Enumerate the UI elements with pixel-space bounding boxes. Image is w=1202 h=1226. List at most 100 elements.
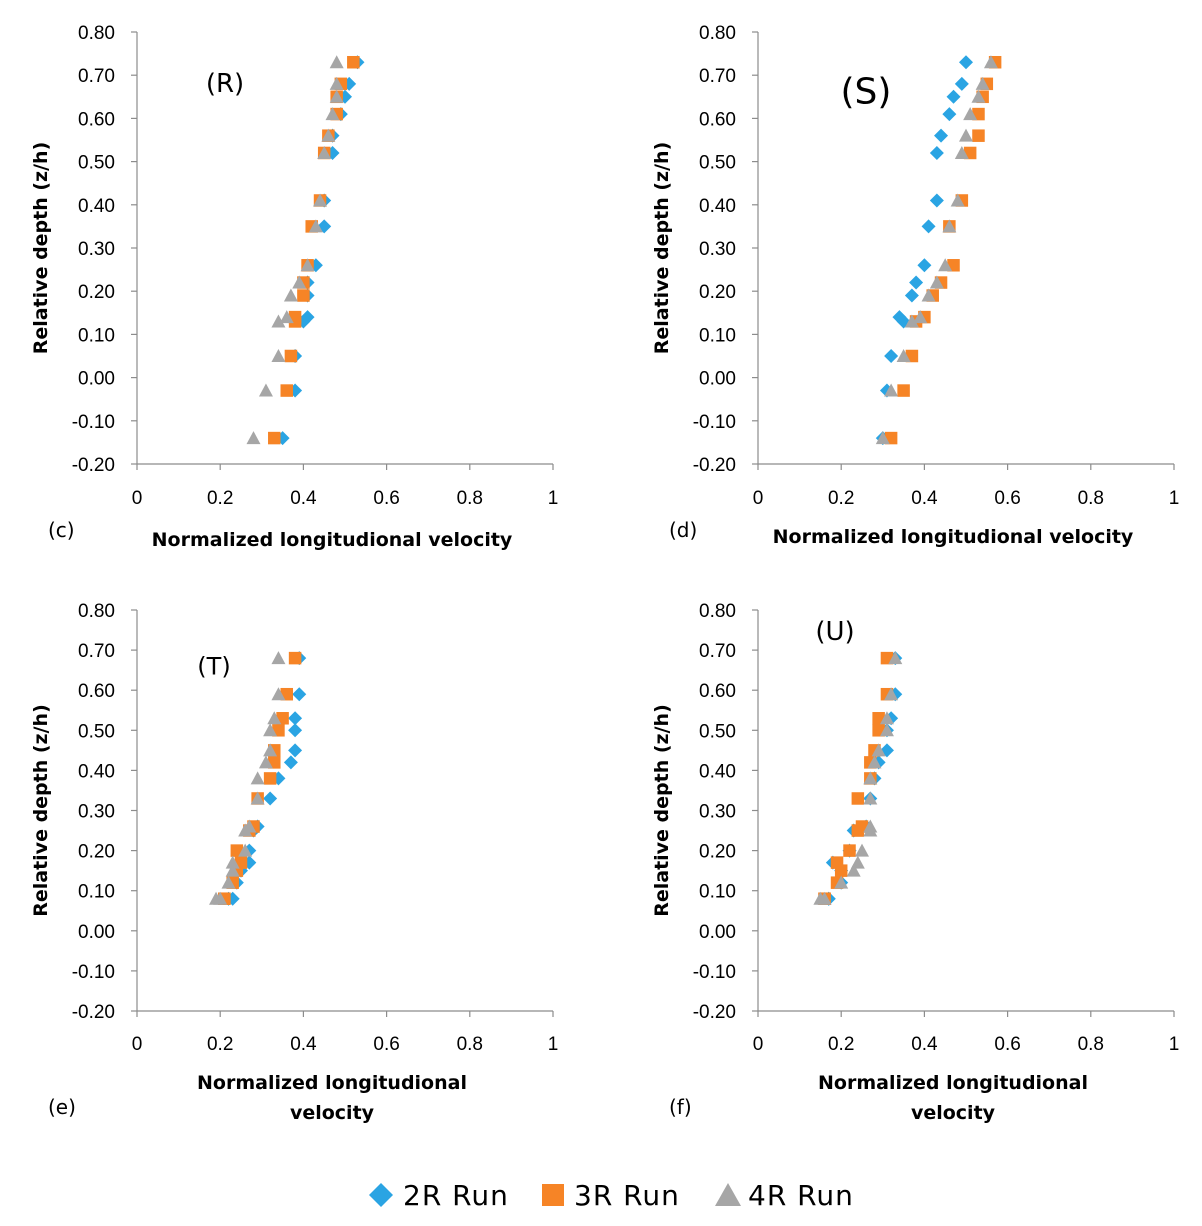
x-tick-label: 0 [753,488,764,509]
data-point [879,723,894,737]
data-point [317,145,332,159]
data-point [963,107,978,121]
data-point [288,711,303,726]
data-point [954,145,969,159]
data-point [897,384,910,397]
panel-title: (S) [841,72,892,113]
x-axis-title: Normalized longitudional [818,1072,1088,1094]
data-point [300,258,315,272]
data-point [950,193,965,207]
x-tick-label: 0 [753,1034,764,1055]
chart-panel-2: -0.20-0.100.000.100.200.300.400.500.600.… [651,23,1179,548]
panel-title: (U) [815,617,854,647]
data-point [221,875,236,889]
y-axis-title: Relative depth (z/h) [30,142,52,355]
data-point [846,863,861,877]
x-tick-label: 0.6 [994,488,1020,509]
y-tick-label: 0.10 [699,325,736,346]
data-point [921,219,936,234]
data-point [934,128,949,143]
x-tick-label: 0.2 [828,1034,854,1055]
data-point [271,687,286,701]
data-point [258,755,273,769]
data-point [959,128,973,142]
data-point [329,76,344,90]
data-point [267,711,282,725]
data-point [258,383,273,397]
data-point [292,687,307,702]
data-point [263,743,278,757]
x-tick-label: 0.4 [290,488,317,509]
y-tick-label: 0.20 [78,282,115,303]
data-point [263,791,278,806]
x-tick-label: 0.8 [1078,488,1104,509]
data-point [834,875,849,889]
y-tick-label: 0.70 [699,641,736,662]
y-axis-title: Relative depth (z/h) [651,142,673,355]
data-point [250,791,265,805]
data-point [271,314,286,328]
x-tick-label: 0.4 [290,1034,317,1055]
chart-panel-3: -0.20-0.100.000.100.200.300.400.500.600.… [30,601,558,1124]
data-point [855,843,869,857]
y-tick-label: -0.10 [72,412,115,433]
y-tick-label: 0.50 [78,721,115,742]
data-point [875,431,890,445]
data-point [308,219,323,233]
panel-title: (R) [206,69,244,99]
data-point [238,823,253,837]
legend-marker [715,1183,741,1206]
data-point [863,791,878,805]
y-tick-label: 0.40 [699,196,736,217]
data-point [843,844,856,857]
data-point [268,431,281,445]
series-4r-run [813,651,903,905]
data-point [959,55,973,70]
x-tick-label: 0.4 [911,488,938,509]
x-tick-label: 0.2 [828,488,854,509]
legend-marker [542,1184,564,1206]
x-axis-title: velocity [911,1102,996,1124]
y-tick-label: 0.80 [78,23,115,44]
data-point [942,219,957,233]
data-point [263,723,278,737]
data-point [884,383,899,397]
y-tick-label: 0.20 [699,842,736,863]
data-point [904,314,919,328]
x-tick-label: 0 [132,488,143,509]
data-point [279,310,294,324]
data-point [238,843,253,857]
data-point [329,89,344,103]
data-point [283,755,298,770]
data-point [246,431,261,445]
y-tick-label: -0.20 [72,1002,115,1023]
data-point [300,310,315,325]
y-tick-label: 0.30 [699,239,736,260]
x-axis-title: Normalized longitudional velocity [773,526,1134,548]
x-tick-label: 0.6 [373,1034,399,1055]
x-axis-title: Normalized longitudional velocity [152,529,513,551]
y-tick-label: 0.10 [78,325,115,346]
data-point [975,76,990,90]
data-point [297,289,310,302]
data-point [271,349,286,362]
y-tick-label: 0.60 [699,109,736,130]
legend-marker [369,1183,393,1207]
data-point [225,855,240,869]
y-tick-label: 0.60 [699,681,736,702]
data-point [851,792,865,805]
series-4r-run [209,651,286,905]
data-point [292,275,307,289]
data-point [929,145,944,160]
series-4r-run [246,55,344,445]
data-point [942,107,957,122]
data-point [225,863,240,877]
data-point [971,89,986,103]
y-tick-label: 0.80 [78,601,115,622]
data-point [896,349,911,362]
y-tick-label: 0.00 [78,369,115,390]
data-point [946,89,961,104]
y-axis-title: Relative depth (z/h) [651,704,673,917]
legend: 2R Run 3R Run 4R Run [369,1179,853,1212]
x-tick-label: 0.4 [911,1034,938,1055]
